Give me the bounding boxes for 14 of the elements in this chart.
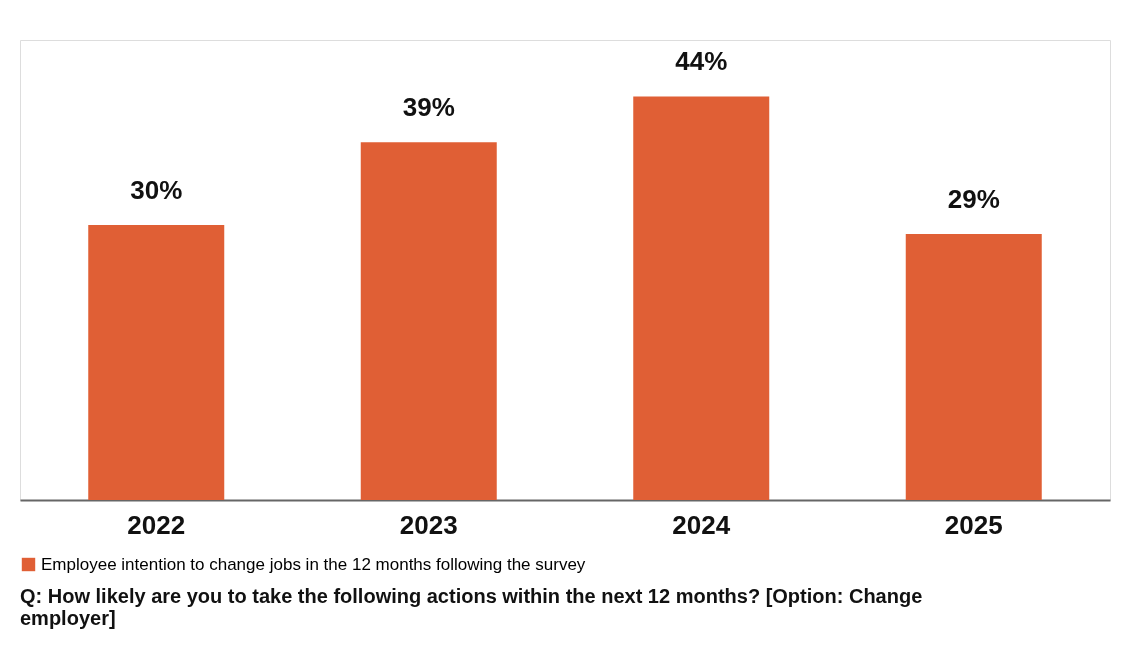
- text: Q: How likely are you to take the following actions within the next 12 months? [Option: Change employer]: [20, 585, 923, 629]
- bar: [905, 234, 1042, 500]
- x-tick-label: 2024: [672, 509, 731, 540]
- data-label: 30%: [130, 174, 183, 205]
- data-label: 29%: [947, 184, 1000, 215]
- data-label: 39%: [402, 92, 455, 123]
- x-tick-label: 2023: [399, 509, 458, 540]
- bar: [88, 224, 225, 500]
- data-label: 44%: [675, 46, 728, 77]
- bar: [360, 142, 497, 500]
- x-tick-label: 2022: [127, 509, 186, 540]
- bar: [633, 96, 770, 500]
- x-tick-label: 2025: [944, 509, 1003, 540]
- legend-label: Employee intention to change jobs in the 12 months following the survey: [41, 554, 586, 574]
